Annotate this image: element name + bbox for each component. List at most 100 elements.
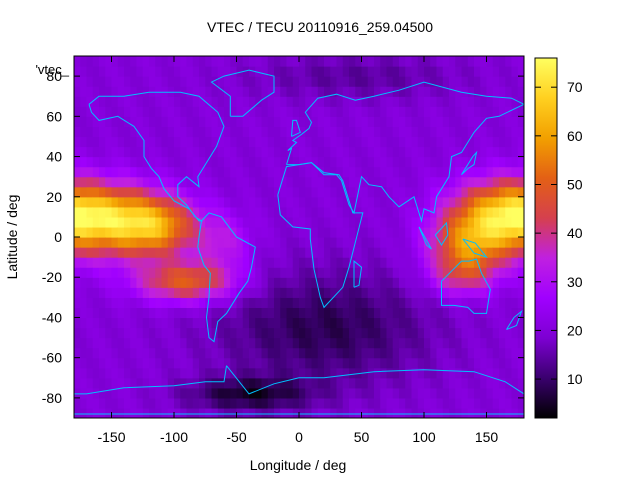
heatmap-cell	[511, 116, 519, 127]
heatmap-cell	[111, 317, 119, 329]
colorbar-tick-label: 10	[567, 371, 583, 387]
heatmap-cell	[505, 146, 513, 158]
heatmap-cell	[367, 66, 375, 77]
heatmap-cell	[255, 206, 263, 218]
heatmap-cell	[499, 267, 506, 278]
heatmap-cell	[430, 297, 438, 308]
heatmap-cell	[249, 367, 256, 379]
heatmap-cell	[236, 116, 244, 127]
heatmap-cell	[392, 267, 400, 278]
heatmap-cell	[280, 337, 288, 349]
heatmap-cell	[361, 327, 369, 339]
heatmap-cell	[130, 237, 138, 248]
heatmap-cell	[430, 136, 438, 148]
heatmap-cell	[255, 297, 263, 308]
heatmap-cell	[199, 216, 206, 228]
heatmap-cell	[99, 196, 106, 208]
heatmap-cell	[105, 176, 113, 188]
heatmap-cell	[449, 347, 456, 359]
heatmap-cell	[511, 307, 519, 319]
heatmap-cell	[105, 237, 113, 248]
heatmap-cell	[474, 247, 481, 258]
heatmap-cell	[286, 307, 294, 319]
heatmap-cell	[261, 176, 269, 188]
heatmap-cell	[349, 297, 356, 308]
heatmap-cell	[355, 166, 363, 178]
heatmap-cell	[292, 237, 300, 248]
heatmap-cell	[324, 347, 331, 359]
heatmap-cell	[99, 56, 106, 67]
heatmap-cell	[242, 196, 250, 208]
heatmap-cell	[274, 96, 281, 107]
heatmap-cell	[199, 397, 206, 409]
heatmap-cell	[199, 347, 206, 359]
heatmap-cell	[167, 66, 175, 77]
heatmap-cell	[386, 337, 394, 349]
heatmap-cell	[199, 307, 206, 319]
heatmap-cell	[249, 327, 256, 339]
heatmap-cell	[255, 96, 263, 107]
heatmap-cell	[255, 257, 263, 268]
heatmap-cell	[155, 377, 163, 389]
heatmap-cell	[461, 126, 469, 138]
heatmap-cell	[380, 377, 388, 389]
heatmap-cell	[349, 307, 356, 319]
heatmap-cell	[105, 226, 113, 238]
heatmap-cell	[242, 106, 250, 117]
heatmap-cell	[192, 216, 200, 228]
heatmap-cell	[361, 387, 369, 399]
heatmap-cell	[386, 267, 394, 278]
heatmap-cell	[224, 106, 231, 117]
heatmap-cell	[211, 146, 219, 158]
heatmap-cell	[255, 156, 263, 168]
heatmap-cell	[361, 176, 369, 188]
heatmap-cell	[461, 96, 469, 107]
heatmap-cell	[217, 307, 225, 319]
heatmap-cell	[517, 206, 524, 218]
heatmap-cell	[286, 297, 294, 308]
heatmap-cell	[380, 397, 388, 409]
heatmap-cell	[392, 317, 400, 329]
heatmap-cell	[405, 347, 413, 359]
heatmap-cell	[92, 327, 100, 339]
heatmap-cell	[80, 327, 88, 339]
heatmap-cell	[505, 397, 513, 409]
heatmap-cell	[180, 247, 188, 258]
heatmap-cell	[417, 96, 425, 107]
heatmap-cell	[280, 307, 288, 319]
heatmap-cell	[324, 297, 331, 308]
heatmap-cell	[199, 407, 206, 418]
heatmap-cell	[199, 277, 206, 288]
heatmap-cell	[355, 116, 363, 127]
heatmap-cell	[424, 116, 431, 127]
heatmap-cell	[399, 297, 406, 308]
heatmap-cell	[192, 116, 200, 127]
heatmap-cell	[361, 146, 369, 158]
heatmap-cell	[186, 317, 194, 329]
heatmap-cell	[149, 146, 156, 158]
heatmap-cell	[486, 136, 494, 148]
heatmap-cell	[317, 327, 325, 339]
heatmap-cell	[99, 237, 106, 248]
heatmap-cell	[249, 206, 256, 218]
heatmap-cell	[86, 367, 94, 379]
heatmap-cell	[211, 56, 219, 67]
heatmap-cell	[267, 347, 275, 359]
heatmap-cell	[230, 307, 238, 319]
heatmap-cell	[424, 126, 431, 138]
heatmap-cell	[417, 66, 425, 77]
heatmap-cell	[355, 337, 363, 349]
heatmap-cell	[199, 327, 206, 339]
heatmap-cell	[136, 307, 144, 319]
heatmap-cell	[486, 377, 494, 389]
heatmap-cell	[367, 357, 375, 369]
heatmap-cell	[86, 247, 94, 258]
heatmap-cell	[230, 196, 238, 208]
heatmap-cell	[111, 297, 119, 308]
heatmap-cell	[442, 66, 450, 77]
heatmap-cell	[130, 407, 138, 418]
heatmap-cell	[305, 96, 313, 107]
heatmap-cell	[274, 387, 281, 399]
heatmap-cell	[80, 106, 88, 117]
heatmap-cell	[124, 297, 131, 308]
